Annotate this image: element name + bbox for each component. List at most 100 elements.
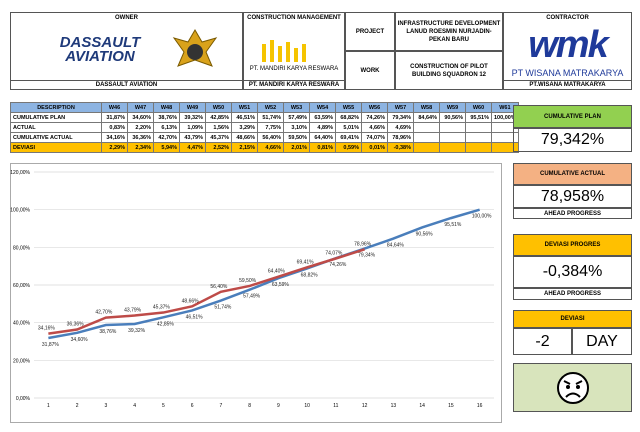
x-tick-label: 7 — [219, 403, 222, 409]
y-tick-label: 80,00% — [13, 245, 31, 251]
x-tick-label: 13 — [391, 403, 397, 409]
cm-label: CONSTRUCTION MANAGEMENT — [247, 15, 341, 21]
data-label: 69,41% — [297, 259, 315, 265]
cell: 90,56% — [439, 112, 466, 123]
data-label: 57,49% — [243, 294, 261, 300]
cell: 43,79% — [179, 132, 206, 143]
header-cell: DESCRIPTION — [10, 102, 102, 113]
cell: 2,20% — [127, 122, 154, 133]
y-tick-label: 20,00% — [13, 358, 31, 364]
header-cell: W54 — [309, 102, 336, 113]
project-text: INFRASTRUCTURE DEVELOPMENT LANUD ROESMIN… — [395, 12, 503, 51]
cell: 64,40% — [309, 132, 336, 143]
header-cell: W58 — [413, 102, 440, 113]
panel-status: AHEAD PROGRESS — [513, 288, 632, 300]
x-tick-label: 14 — [419, 403, 425, 409]
cell: 2,29% — [101, 142, 128, 153]
data-label: 38,76% — [99, 329, 117, 335]
cell — [465, 142, 492, 153]
project-label: PROJECT — [345, 12, 395, 51]
table-row: DEVIASI 2,29% 2,34% 5,94% 4,47% 2,52% 2,15% 4,6… — [10, 142, 519, 153]
cell: 42,70% — [153, 132, 180, 143]
row-label: DEVIASI — [10, 142, 102, 153]
data-label: 42,85% — [157, 321, 175, 327]
y-tick-label: 0,00% — [16, 396, 31, 402]
cell: 0,59% — [335, 142, 362, 153]
work-text: CONSTRUCTION OF PILOT BUILDING SQUADRON … — [395, 51, 503, 90]
angry-face — [556, 371, 589, 404]
data-label: 95,51% — [444, 222, 462, 228]
cell: 1,09% — [179, 122, 206, 133]
header-cell: W46 — [101, 102, 128, 113]
cell: 0,83% — [101, 122, 128, 133]
header-cell: W53 — [283, 102, 310, 113]
panel-value: 78,958% — [513, 185, 632, 208]
cell — [439, 142, 466, 153]
data-label: 39,32% — [128, 328, 146, 334]
data-label: 56,40% — [210, 284, 228, 290]
work-label: WORK — [345, 51, 395, 90]
x-tick-label: 15 — [448, 403, 454, 409]
cell: 3,29% — [231, 122, 258, 133]
table-row: ACTUAL 0,83% 2,20% 6,13% 1,09% 1,56% 3,29% 7,75… — [10, 122, 519, 133]
cell: 56,40% — [257, 132, 284, 143]
cell: 4,66% — [257, 142, 284, 153]
row-label: ACTUAL — [10, 122, 102, 133]
y-tick-label: 60,00% — [13, 283, 31, 289]
cell: 95,51% — [465, 112, 492, 123]
cell: 42,85% — [205, 112, 232, 123]
cm-logo-bars — [262, 40, 306, 62]
data-label: 36,36% — [67, 322, 85, 328]
cell: 6,13% — [153, 122, 180, 133]
cell — [491, 142, 519, 153]
header-cell: W57 — [387, 102, 414, 113]
data-label: 90,56% — [416, 231, 434, 237]
cell: 34,16% — [101, 132, 128, 143]
data-label: 48,66% — [182, 298, 200, 304]
cell: 5,01% — [335, 122, 362, 133]
x-tick-label: 12 — [362, 403, 368, 409]
panel-unit: DAY — [572, 328, 632, 355]
header-cell: W55 — [335, 102, 362, 113]
header-cell: W56 — [361, 102, 388, 113]
header-cell: W49 — [179, 102, 206, 113]
progress-table: DESCRIPTION W46 W47 W48 W49 W50 W51 W52 W53 W54 W5… — [10, 102, 519, 153]
contractor-caption: PT WISANA MATRAKARYA — [511, 67, 624, 78]
cell: 79,34% — [387, 112, 414, 123]
y-tick-label: 40,00% — [13, 321, 31, 327]
data-label: 78,96% — [354, 241, 372, 247]
x-tick-label: 5 — [162, 403, 165, 409]
data-label: 68,82% — [301, 272, 319, 278]
cell: 2,01% — [283, 142, 310, 153]
chart: 0,00% 20,00% 40,00% 60,00% 80,00% 100,00% 120,… — [10, 163, 502, 423]
header-cell: W60 — [465, 102, 492, 113]
cell: 74,26% — [361, 112, 388, 123]
cell: 3,10% — [283, 122, 310, 133]
data-label: 51,74% — [214, 305, 232, 311]
panel-value: 79,342% — [513, 128, 632, 152]
x-tick-label: 8 — [248, 403, 251, 409]
owner-logo: DASSAULT AVIATION — [59, 34, 141, 65]
series-line — [48, 208, 480, 340]
data-label: 74,26% — [329, 262, 347, 268]
cm-name: PT. MANDIRI KARYA RESWARA — [243, 80, 345, 90]
cell: 4,47% — [179, 142, 206, 153]
row-label: CUMULATIVE PLAN — [10, 112, 102, 123]
cell: 69,41% — [335, 132, 362, 143]
cell: 4,69% — [387, 122, 414, 133]
cell: 31,87% — [101, 112, 128, 123]
panel-value: -2 — [513, 328, 572, 355]
data-label: 34,16% — [38, 326, 56, 332]
header-cell: W48 — [153, 102, 180, 113]
cell: 78,96% — [387, 132, 414, 143]
panel-value: -0,384% — [513, 256, 632, 288]
cell — [413, 132, 440, 143]
header-cell: W59 — [439, 102, 466, 113]
cell — [413, 122, 440, 133]
cell: 7,75% — [257, 122, 284, 133]
series-line — [48, 248, 366, 335]
cell: 84,64% — [413, 112, 440, 123]
y-tick-label: 120,00% — [10, 170, 30, 176]
cell: 2,15% — [231, 142, 258, 153]
data-label: 84,64% — [387, 243, 405, 249]
